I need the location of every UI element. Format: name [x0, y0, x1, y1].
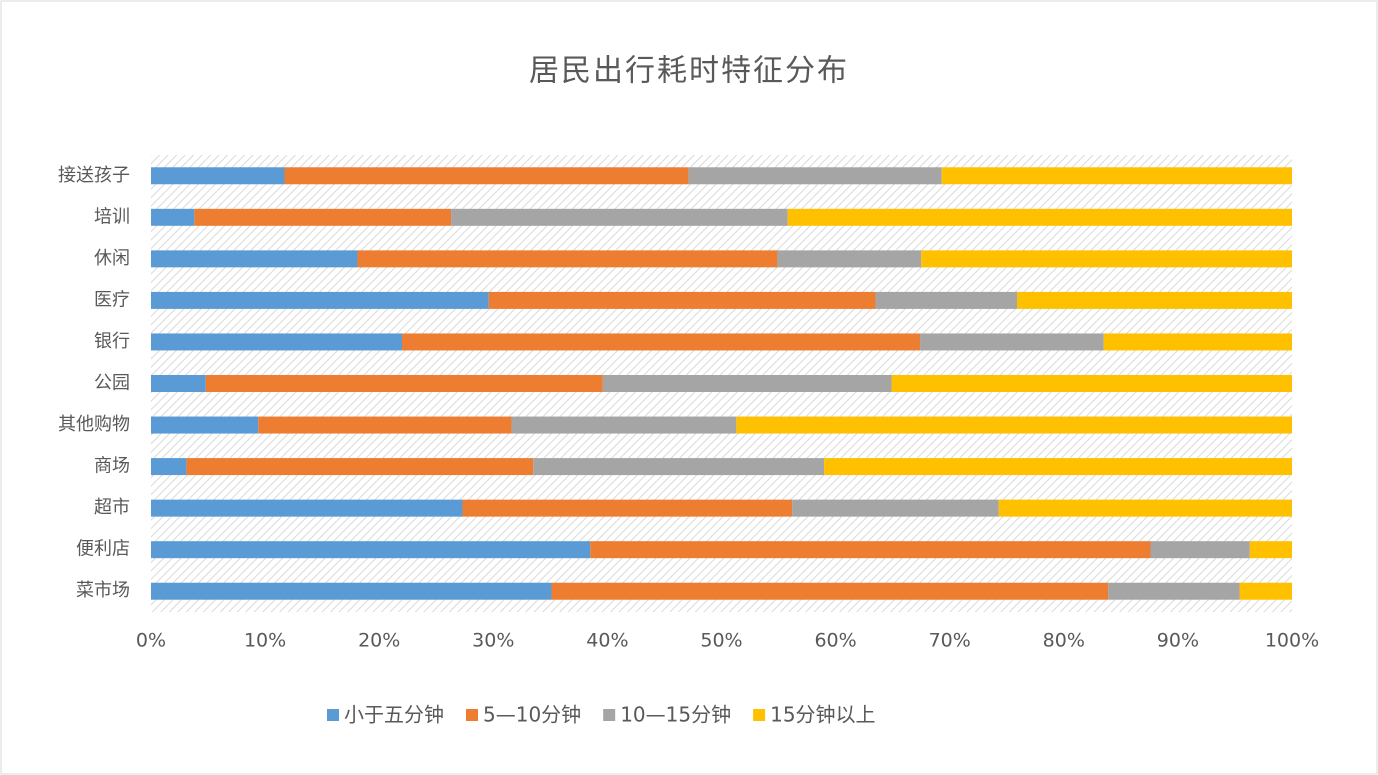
x-tick-label: 90% [1157, 630, 1199, 652]
bar-segment [590, 541, 1151, 559]
y-tick-label: 商场 [94, 456, 130, 477]
bar-segment [824, 458, 1292, 476]
bar-segment [1150, 541, 1250, 559]
bar-segment [875, 291, 1018, 309]
x-tick-label: 10% [244, 630, 286, 652]
x-tick-label: 50% [700, 630, 742, 652]
bar-segment [602, 375, 892, 392]
x-tick-label: 0% [136, 630, 166, 652]
bar-segment [1108, 582, 1240, 600]
bar-segment [451, 208, 788, 226]
bar-segment [151, 208, 195, 226]
y-tick-label: 菜市场 [76, 580, 130, 601]
bar-segment [921, 250, 1292, 268]
bar-segment [402, 333, 921, 351]
bar-segment [736, 416, 1292, 434]
bar-segment [186, 458, 534, 476]
x-tick-label: 70% [929, 630, 971, 652]
legend-label: 10—15分钟 [620, 703, 731, 727]
x-tick-label: 100% [1265, 630, 1319, 652]
bar-segment [462, 499, 793, 517]
chart-title: 居民出行耗时特征分布 [529, 54, 849, 89]
x-tick-label: 30% [472, 630, 514, 652]
y-tick-label: 银行 [94, 331, 130, 352]
bar-segment [284, 167, 689, 185]
bar-segment [357, 250, 778, 268]
x-tick-label: 20% [358, 630, 400, 652]
y-tick-label: 超市 [94, 497, 130, 518]
y-tick-label: 接送孩子 [58, 165, 130, 186]
x-tick-label: 80% [1043, 630, 1085, 652]
y-tick-label: 其他购物 [58, 414, 130, 435]
y-tick-label: 便利店 [76, 539, 130, 560]
bar-segment [151, 582, 552, 600]
bar-segment [488, 291, 876, 309]
legend-label: 15分钟以上 [770, 703, 875, 727]
legend-swatch [603, 709, 616, 721]
bar-segment [205, 375, 603, 392]
bar-segment [151, 375, 206, 392]
y-tick-label: 医疗 [94, 289, 130, 310]
legend-swatch [327, 709, 339, 721]
bar-segment [777, 250, 922, 268]
y-tick-label: 休闲 [94, 248, 130, 269]
bar-segment [891, 375, 1292, 392]
bar-segment [151, 416, 259, 434]
bar-segment [920, 333, 1104, 351]
bar-segment [194, 208, 452, 226]
bar-segment [151, 291, 489, 309]
legend-swatch [753, 709, 766, 721]
bar-segment [1239, 582, 1292, 600]
bar-segment [998, 499, 1292, 517]
y-tick-label: 培训 [94, 206, 130, 227]
bar-segment [1103, 333, 1292, 351]
bar-segment [792, 499, 999, 517]
bar-segment [941, 167, 1292, 185]
bar-segment [511, 416, 737, 434]
bar-segment [258, 416, 512, 434]
legend-swatch [466, 709, 478, 721]
y-tick-label: 公园 [94, 373, 130, 394]
x-tick-label: 40% [586, 630, 628, 652]
bar-segment [688, 167, 942, 185]
legend-label: 小于五分钟 [344, 703, 444, 727]
bar-segment [1017, 291, 1292, 309]
bar-segment [151, 167, 285, 185]
bar-segment [533, 458, 825, 476]
bar-segment [1249, 541, 1292, 559]
bar-segment [151, 333, 403, 351]
bar-segment [151, 250, 358, 268]
bar-segment [151, 499, 463, 517]
x-tick-label: 60% [814, 630, 856, 652]
bar-segment [151, 541, 591, 559]
bar-segment [787, 208, 1292, 226]
bar-segment [151, 458, 187, 476]
legend-label: 5—10分钟 [483, 703, 581, 727]
bar-segment [551, 582, 1109, 600]
